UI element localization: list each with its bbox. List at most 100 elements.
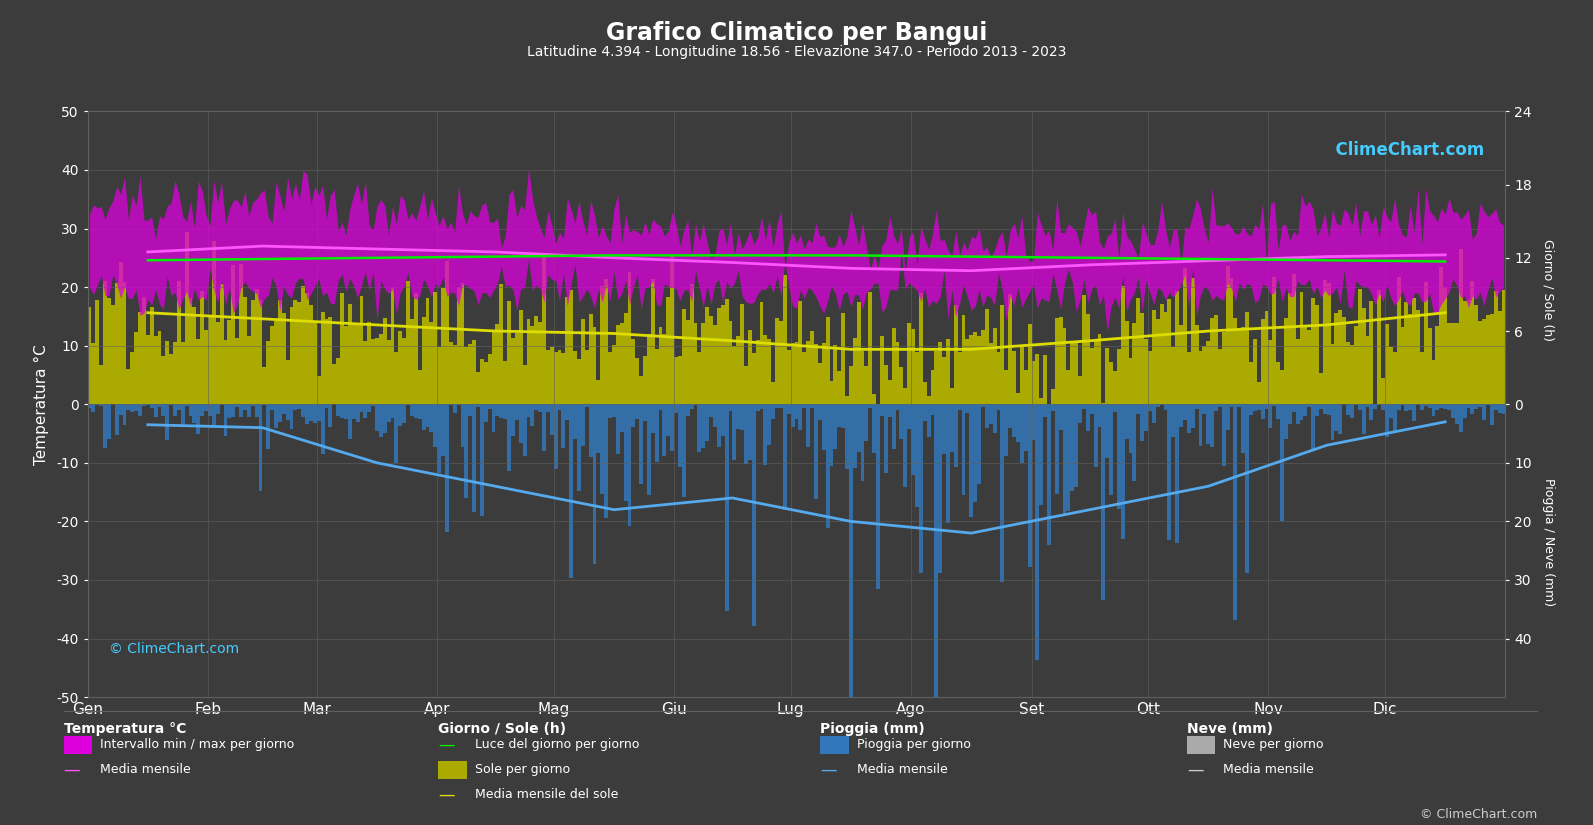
Bar	[1039, 398, 1043, 404]
Bar	[938, 342, 941, 404]
Bar	[647, 334, 652, 404]
Bar	[476, 404, 479, 407]
Bar	[841, 404, 844, 428]
Bar	[417, 370, 422, 404]
Bar	[930, 370, 935, 404]
Bar	[1254, 404, 1257, 411]
Bar	[930, 404, 935, 415]
Bar	[1454, 323, 1459, 404]
Bar	[1152, 404, 1157, 423]
Bar	[879, 404, 884, 416]
Bar	[1168, 299, 1171, 404]
Bar	[317, 404, 320, 421]
Bar	[293, 300, 298, 404]
Bar	[1467, 404, 1470, 408]
Bar	[492, 404, 495, 431]
Bar	[430, 323, 433, 404]
Bar	[698, 404, 701, 452]
Bar	[1459, 249, 1462, 404]
Text: Media mensile del sole: Media mensile del sole	[475, 788, 618, 801]
Bar	[1032, 404, 1035, 441]
Bar	[1004, 370, 1008, 404]
Bar	[970, 336, 973, 404]
Bar	[1039, 404, 1043, 505]
Bar	[919, 404, 922, 573]
Bar	[763, 404, 768, 464]
Bar	[903, 389, 906, 404]
Bar	[706, 404, 709, 441]
Text: Media mensile: Media mensile	[1223, 763, 1314, 776]
Bar	[1198, 404, 1203, 446]
Bar	[444, 261, 449, 404]
Bar	[1211, 404, 1214, 447]
Bar	[1063, 328, 1066, 404]
Bar	[581, 404, 585, 446]
Bar	[449, 342, 452, 404]
Bar	[593, 404, 596, 563]
Text: Media mensile: Media mensile	[857, 763, 948, 776]
Bar	[1125, 404, 1128, 440]
Bar	[612, 404, 616, 417]
Bar	[204, 404, 209, 412]
Bar	[652, 404, 655, 433]
Bar	[360, 296, 363, 404]
Bar	[201, 291, 204, 404]
Bar	[585, 404, 589, 407]
Bar	[589, 404, 593, 457]
Bar	[387, 340, 390, 404]
Bar	[1190, 278, 1195, 404]
Bar	[628, 404, 631, 526]
Bar	[344, 404, 347, 419]
Bar	[693, 323, 698, 404]
Bar	[760, 404, 763, 409]
Bar	[1070, 404, 1074, 491]
Bar	[1416, 310, 1419, 404]
Bar	[895, 404, 900, 410]
Bar	[1171, 404, 1176, 437]
Bar	[706, 307, 709, 404]
Bar	[1233, 404, 1238, 620]
Bar	[1389, 346, 1392, 404]
Bar	[609, 404, 612, 418]
Bar	[1219, 348, 1222, 404]
Bar	[1249, 362, 1254, 404]
Bar	[1400, 327, 1405, 404]
Bar	[946, 338, 949, 404]
Bar	[1349, 404, 1354, 417]
Bar	[1362, 309, 1365, 404]
Bar	[1074, 404, 1078, 487]
Bar	[193, 307, 196, 404]
Bar	[1497, 404, 1502, 413]
Bar	[1206, 341, 1211, 404]
Bar	[1446, 404, 1451, 410]
Bar	[150, 307, 153, 404]
Bar	[250, 404, 255, 406]
Bar	[1424, 404, 1427, 406]
Bar	[527, 404, 530, 417]
Bar	[484, 361, 487, 404]
Bar	[733, 346, 736, 404]
Bar	[922, 382, 927, 404]
Bar	[655, 404, 658, 462]
Bar	[852, 404, 857, 468]
Bar	[1203, 346, 1206, 404]
Bar	[814, 344, 817, 404]
Bar	[374, 338, 379, 404]
Bar	[977, 404, 981, 483]
Bar	[277, 404, 282, 422]
Bar	[336, 358, 339, 404]
Bar	[223, 340, 228, 404]
Bar	[468, 404, 472, 416]
Bar	[954, 404, 957, 467]
Bar	[406, 280, 409, 404]
Bar	[914, 404, 919, 507]
Bar	[1063, 404, 1066, 515]
Bar	[1157, 404, 1160, 408]
Bar	[639, 375, 644, 404]
Bar	[1066, 370, 1070, 404]
Bar	[997, 352, 1000, 404]
Bar	[1141, 404, 1144, 441]
Bar	[709, 404, 714, 417]
Bar	[981, 330, 984, 404]
Bar	[1470, 281, 1474, 404]
